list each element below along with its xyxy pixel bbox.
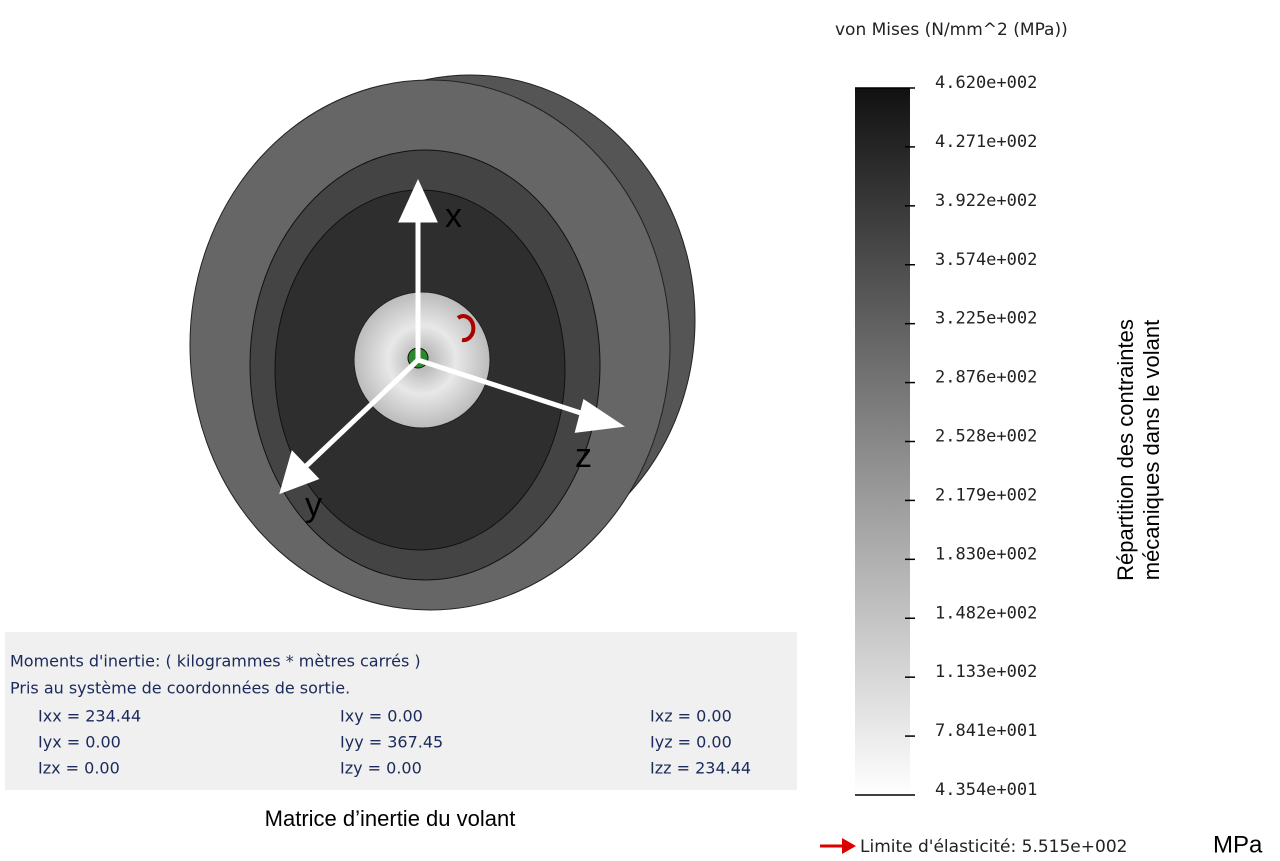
legend-ticks: 4.620e+002 4.271e+002 3.922e+002 3.574e+002… [855,73,1037,800]
wheel-model [189,74,696,611]
tick-label: 3.922e+002 [935,191,1037,211]
inertia-cell: Izy = 0.00 [340,759,422,778]
tick-label: 2.179e+002 [935,485,1037,505]
legend-title: von Mises (N/mm^2 (MPa)) [835,20,1068,40]
tick-label: 2.876e+002 [935,368,1037,388]
axis-label: z [575,437,592,475]
inertia-cell: Ixx = 234.44 [38,707,141,726]
tick-label: 3.574e+002 [935,250,1037,270]
tick-label: 4.620e+002 [935,73,1037,93]
axes-triad [279,178,625,495]
inertia-line: Pris au système de coordonnées de sortie… [10,679,350,698]
inertia-panel [5,632,797,790]
inertia-cell: Iyz = 0.00 [650,733,732,752]
inertia-cell: Izz = 234.44 [650,759,751,778]
legend-caption: Répartition des contraintes mécaniques d… [1113,319,1164,581]
yield-label: Limite d'élasticité: 5.515e+002 [860,837,1127,857]
inertia-cell: Ixy = 0.00 [340,707,423,726]
tick-label: 2.528e+002 [935,427,1037,447]
tick-label: 1.482e+002 [935,603,1037,623]
inertia-cell: Iyy = 367.45 [340,733,443,752]
tick-label: 7.841e+001 [935,721,1037,741]
inertia-cell: Iyx = 0.00 [38,733,121,752]
axis-label: y [305,486,322,524]
axis-label: x [445,197,462,235]
color-bar [855,88,910,795]
caption-line: Répartition des contraintes [1113,319,1138,581]
tick-label: 4.271e+002 [935,132,1037,152]
tick-label: 4.354e+001 [935,780,1037,800]
yield-unit: MPa [1213,831,1263,858]
yield-marker [820,838,856,854]
caption-line: mécaniques dans le volant [1139,320,1164,581]
caption: Matrice d’inertie du volant [265,806,516,831]
inertia-cell: Izx = 0.00 [38,759,120,778]
inertia-text: Moments d'inertie: ( kilogrammes * mètre… [10,652,751,778]
inertia-cell: Ixz = 0.00 [650,707,732,726]
tick-label: 3.225e+002 [935,309,1037,329]
tick-label: 1.830e+002 [935,544,1037,564]
inertia-line: Moments d'inertie: ( kilogrammes * mètre… [10,652,421,671]
tick-label: 1.133e+002 [935,662,1037,682]
